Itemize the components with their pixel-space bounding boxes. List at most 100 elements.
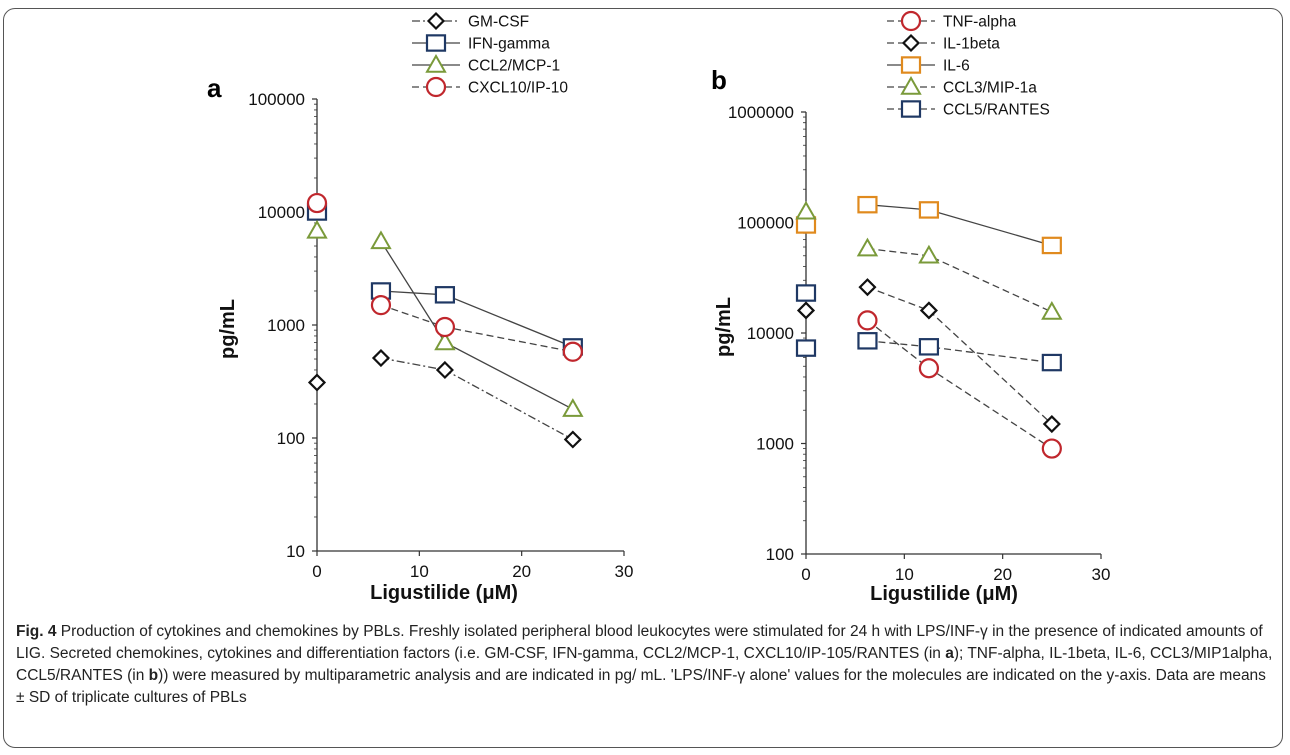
data-point bbox=[562, 398, 584, 417]
series-gm-csf bbox=[307, 348, 582, 449]
series-il-1beta bbox=[796, 278, 1061, 434]
y-tick-label: 10000 bbox=[747, 324, 794, 343]
data-point bbox=[1041, 236, 1062, 255]
legend-label: CCL2/MCP-1 bbox=[468, 58, 560, 75]
x-tick-label: 30 bbox=[1092, 565, 1111, 584]
series-line bbox=[867, 319, 1053, 450]
data-point bbox=[857, 310, 878, 331]
series-il-6 bbox=[795, 195, 1062, 255]
y-tick-label: 100000 bbox=[737, 214, 794, 233]
series-line bbox=[867, 286, 1053, 425]
x-axis-label: Ligustilide (μM) bbox=[870, 583, 1018, 605]
panel-label-a: a bbox=[207, 73, 222, 103]
series-ccl2-mcp-1 bbox=[306, 219, 584, 417]
legend-label: CCL5/RANTES bbox=[943, 102, 1050, 119]
legend-marker bbox=[425, 76, 447, 98]
data-point-baseline bbox=[306, 219, 328, 239]
x-tick-label: 0 bbox=[801, 565, 810, 584]
series-line bbox=[867, 204, 1053, 247]
data-point bbox=[370, 295, 392, 316]
x-tick-label: 20 bbox=[993, 565, 1012, 584]
legend-label: CXCL10/IP-10 bbox=[468, 80, 568, 97]
data-point bbox=[1041, 300, 1063, 320]
legend-marker bbox=[900, 10, 922, 32]
legend-marker bbox=[426, 11, 446, 31]
legend-marker bbox=[425, 53, 447, 73]
legend-marker bbox=[425, 34, 447, 52]
data-point bbox=[1041, 438, 1062, 459]
data-point bbox=[370, 230, 392, 250]
data-point-baseline bbox=[795, 339, 817, 357]
legend: TNF-alpha IL-1beta IL-6 CCL3/MIP-1a CCL5/RAN… bbox=[887, 10, 1050, 119]
data-point bbox=[857, 195, 878, 214]
panel-label-b: b bbox=[711, 65, 727, 95]
legend-marker bbox=[900, 75, 922, 95]
x-tick-label: 0 bbox=[312, 562, 321, 581]
series-tnf-alpha bbox=[857, 310, 1062, 459]
data-point bbox=[918, 338, 940, 356]
legend-marker bbox=[900, 100, 922, 118]
caption-panel-a: a bbox=[945, 645, 954, 662]
series-ccl3-mip-1a bbox=[795, 200, 1063, 320]
y-axis-label: pg/mL bbox=[713, 297, 735, 357]
data-point-baseline bbox=[795, 200, 817, 220]
legend-label: IL-6 bbox=[943, 58, 970, 75]
data-point bbox=[371, 348, 391, 368]
data-point bbox=[919, 301, 938, 320]
data-point bbox=[434, 331, 456, 351]
data-point bbox=[1041, 353, 1062, 372]
series-line bbox=[380, 240, 574, 410]
figure-frame: 10 100 1000 10000 100000 0 10 20 30 pg/mL Ligustil… bbox=[3, 8, 1283, 748]
y-tick-label: 1000 bbox=[756, 435, 794, 454]
series-line bbox=[380, 304, 573, 353]
legend-marker bbox=[900, 56, 922, 74]
figure-caption: Fig. 4 Production of cytokines and chemo… bbox=[16, 621, 1274, 709]
y-tick-label: 100000 bbox=[248, 90, 305, 109]
series-line bbox=[380, 357, 574, 441]
y-tick-label: 100 bbox=[277, 429, 305, 448]
data-point bbox=[858, 278, 877, 297]
data-point-baseline bbox=[795, 216, 817, 234]
legend: GM-CSF IFN-gamma CCL2/MCP-1 CXCL10/IP-10 bbox=[412, 11, 568, 98]
caption-panel-b: b bbox=[148, 667, 159, 684]
chart-panel-a: 10 100 1000 10000 100000 0 10 20 30 pg/mL Ligustil… bbox=[207, 11, 634, 604]
series-cxcl10-ip-10 bbox=[306, 192, 583, 362]
data-point bbox=[562, 341, 583, 362]
y-tick-label: 10000 bbox=[258, 203, 305, 222]
caption-text-1: Production of cytokines and chemokines b… bbox=[16, 623, 1263, 662]
legend-label: IFN-gamma bbox=[468, 36, 550, 53]
series-ccl5-rantes bbox=[795, 284, 1062, 372]
x-tick-label: 10 bbox=[895, 565, 914, 584]
legend-label: GM-CSF bbox=[468, 14, 529, 31]
legend-label: CCL3/MIP-1a bbox=[943, 80, 1037, 97]
data-point bbox=[1042, 414, 1061, 434]
data-point-baseline bbox=[796, 301, 816, 320]
y-axis-label: pg/mL bbox=[217, 299, 239, 359]
x-tick-label: 20 bbox=[512, 562, 531, 581]
data-point-baseline bbox=[795, 284, 817, 302]
caption-fig-label: Fig. 4 bbox=[16, 623, 57, 640]
x-axis-label: Ligustilide (μM) bbox=[370, 582, 518, 604]
chart-panel-b: 100 1000 10000 100000 1000000 0 10 20 30 pg/mL Lig… bbox=[711, 10, 1111, 605]
legend-label: TNF-alpha bbox=[943, 14, 1017, 31]
caption-text-2: ); TNF-alpha, IL-1beta, IL-6, CCL3/MIP1a… bbox=[16, 645, 1273, 684]
series-line bbox=[867, 340, 1052, 364]
y-tick-label: 10 bbox=[286, 542, 305, 561]
data-point bbox=[563, 430, 582, 449]
data-point-baseline bbox=[307, 373, 327, 392]
series-line bbox=[867, 247, 1053, 313]
data-point-baseline bbox=[306, 192, 328, 214]
data-point bbox=[857, 332, 878, 350]
data-point bbox=[434, 316, 456, 338]
data-point bbox=[918, 201, 940, 219]
series-line bbox=[380, 290, 574, 348]
data-point bbox=[918, 244, 940, 264]
legend-label: IL-1beta bbox=[943, 36, 1000, 53]
data-point bbox=[918, 358, 940, 379]
x-tick-label: 10 bbox=[410, 562, 429, 581]
y-tick-label: 100 bbox=[766, 545, 794, 564]
x-tick-label: 30 bbox=[615, 562, 634, 581]
data-point bbox=[434, 286, 456, 304]
data-point bbox=[435, 360, 454, 380]
